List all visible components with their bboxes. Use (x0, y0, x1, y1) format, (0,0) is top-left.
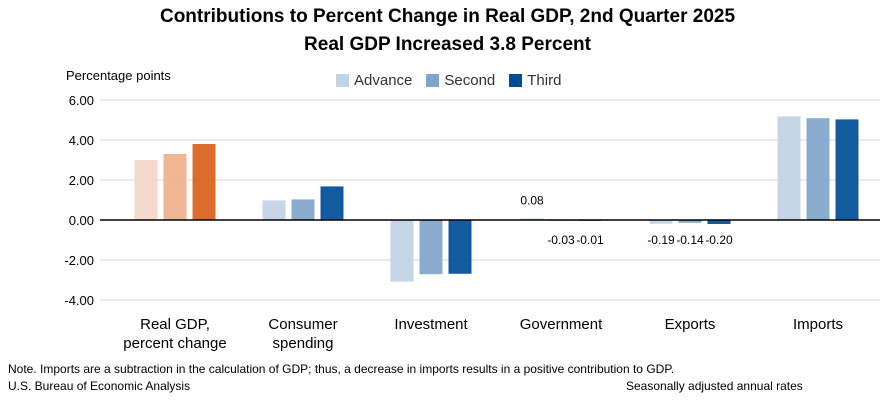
bar-advance (134, 160, 158, 220)
bar-third (707, 220, 731, 224)
x-tick-label: Real GDP, (140, 316, 210, 333)
legend-item-advance: Advance (336, 72, 412, 89)
bar-second (163, 154, 187, 220)
bar-advance (520, 218, 544, 220)
legend-item-third: Third (509, 72, 561, 89)
chart-title: Contributions to Percent Change in Real … (159, 6, 736, 27)
bar-third (448, 220, 472, 274)
y-tick-label: -2.00 (64, 253, 94, 268)
data-label: -0.14 (676, 233, 704, 247)
x-tick-label: Investment (394, 316, 468, 333)
data-label: -0.03 (547, 233, 575, 247)
bar-third (192, 144, 216, 220)
legend-label: Third (527, 72, 562, 89)
legend-swatch (509, 74, 523, 87)
bar-third (835, 119, 859, 220)
y-axis-label: Percentage points (66, 68, 171, 83)
footnote: Note. Imports are a subtraction in the c… (8, 362, 675, 376)
legend-item-second: Second (426, 72, 495, 89)
bar-second (806, 118, 830, 220)
x-tick-label: Government (520, 316, 603, 333)
y-tick-label: -4.00 (64, 293, 94, 308)
bar-advance (390, 220, 414, 282)
legend-swatch (336, 74, 349, 87)
data-label: 0.08 (520, 193, 544, 207)
legend-label: Second (444, 72, 496, 89)
data-label: -0.20 (705, 233, 733, 247)
bar-advance (777, 116, 801, 220)
bar-advance (649, 220, 673, 224)
bar-third (320, 186, 344, 220)
data-label: -0.19 (647, 233, 675, 247)
chart-subtitle: Real GDP Increased 3.8 Percent (304, 34, 591, 55)
x-tick-label: Consumer (268, 316, 337, 333)
bar-second (678, 220, 702, 223)
x-tick-label: Imports (793, 316, 843, 333)
legend-swatch (426, 74, 440, 87)
x-tick-label: Exports (665, 316, 716, 333)
y-tick-label: 0.00 (69, 213, 94, 228)
y-tick-label: 4.00 (69, 133, 94, 148)
x-tick-label: percent change (123, 335, 226, 352)
y-tick-label: 6.00 (69, 93, 94, 108)
source: U.S. Bureau of Economic Analysis (8, 379, 191, 393)
y-tick-label: 2.00 (69, 173, 94, 188)
data-label: -0.01 (576, 233, 604, 247)
x-tick-label: spending (273, 335, 334, 352)
bar-second (419, 220, 443, 275)
basis-note: Seasonally adjusted annual rates (626, 379, 803, 393)
bar-advance (262, 200, 286, 220)
bar-second (291, 199, 315, 220)
legend-label: Advance (354, 72, 413, 89)
legend: Advance Second Third (336, 72, 561, 89)
